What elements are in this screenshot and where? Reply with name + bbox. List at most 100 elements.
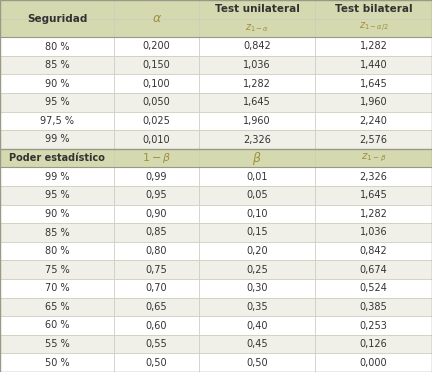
Text: 0,126: 0,126	[360, 339, 388, 349]
Text: 0,99: 0,99	[146, 172, 167, 182]
Text: 1,960: 1,960	[243, 116, 271, 126]
Text: 90 %: 90 %	[45, 209, 70, 219]
Text: 0,010: 0,010	[143, 135, 170, 144]
Text: 85 %: 85 %	[45, 60, 70, 70]
Bar	[199, 112, 315, 130]
Text: 0,050: 0,050	[143, 97, 171, 107]
Text: 2,326: 2,326	[360, 172, 388, 182]
Bar	[114, 260, 199, 279]
Bar	[0, 205, 114, 223]
Bar	[0, 112, 114, 130]
Text: 97,5 %: 97,5 %	[40, 116, 74, 126]
Text: 0,05: 0,05	[246, 190, 268, 200]
Text: 0,90: 0,90	[146, 209, 167, 219]
Bar	[315, 167, 432, 186]
Bar	[0, 93, 114, 112]
Bar	[0, 74, 114, 93]
Bar	[199, 56, 315, 74]
Text: 60 %: 60 %	[45, 321, 70, 330]
Bar	[114, 130, 199, 149]
Bar	[315, 74, 432, 93]
Text: 1,036: 1,036	[243, 60, 271, 70]
Text: 0,80: 0,80	[146, 246, 167, 256]
Bar	[315, 205, 432, 223]
Bar	[199, 74, 315, 93]
Text: α: α	[152, 12, 161, 25]
Text: 0,842: 0,842	[360, 246, 388, 256]
Text: $z_{1-\alpha/2}$: $z_{1-\alpha/2}$	[359, 21, 389, 35]
Bar	[114, 186, 199, 205]
Bar	[199, 186, 315, 205]
Bar	[199, 37, 315, 56]
Bar	[114, 19, 199, 37]
Text: 0,35: 0,35	[246, 302, 268, 312]
Bar	[114, 205, 199, 223]
Bar	[199, 316, 315, 335]
Bar	[114, 279, 199, 298]
Text: $\beta$: $\beta$	[252, 150, 262, 167]
Bar	[0, 186, 114, 205]
Text: 0,524: 0,524	[360, 283, 388, 293]
Text: 80 %: 80 %	[45, 42, 70, 51]
Bar	[0, 149, 114, 167]
Bar	[199, 353, 315, 372]
Bar	[114, 112, 199, 130]
Text: 0,25: 0,25	[246, 265, 268, 275]
Bar	[315, 335, 432, 353]
Bar	[114, 93, 199, 112]
Text: 99 %: 99 %	[45, 135, 70, 144]
Text: Test bilateral: Test bilateral	[335, 4, 413, 14]
Bar	[114, 149, 199, 167]
Text: 0,01: 0,01	[246, 172, 268, 182]
Bar	[199, 242, 315, 260]
Text: 1,036: 1,036	[360, 228, 388, 237]
Bar	[0, 335, 114, 353]
Bar	[199, 223, 315, 242]
Text: 2,240: 2,240	[360, 116, 388, 126]
Text: 0,000: 0,000	[360, 358, 388, 368]
Text: 1,282: 1,282	[243, 79, 271, 89]
Text: 0,65: 0,65	[146, 302, 168, 312]
Bar	[0, 19, 114, 37]
Text: 0,200: 0,200	[143, 42, 171, 51]
Text: 0,50: 0,50	[246, 358, 268, 368]
Bar	[114, 242, 199, 260]
Text: 0,150: 0,150	[143, 60, 171, 70]
Bar	[0, 0, 114, 19]
Text: 0,55: 0,55	[146, 339, 168, 349]
Text: 0,30: 0,30	[246, 283, 268, 293]
Bar	[315, 186, 432, 205]
Text: 0,60: 0,60	[146, 321, 167, 330]
Text: 0,85: 0,85	[146, 228, 168, 237]
Bar	[114, 298, 199, 316]
Bar	[199, 205, 315, 223]
Text: 2,326: 2,326	[243, 135, 271, 144]
Text: 1,282: 1,282	[360, 42, 388, 51]
Bar	[315, 19, 432, 37]
Text: 80 %: 80 %	[45, 246, 70, 256]
Text: 1,960: 1,960	[360, 97, 388, 107]
Bar	[315, 260, 432, 279]
Text: 0,385: 0,385	[360, 302, 388, 312]
Bar	[0, 167, 114, 186]
Bar	[0, 37, 114, 56]
Text: 0,95: 0,95	[146, 190, 168, 200]
Text: 0,70: 0,70	[146, 283, 168, 293]
Bar	[0, 242, 114, 260]
Text: Test unilateral: Test unilateral	[215, 4, 299, 14]
Text: $z_{1-\beta}$: $z_{1-\beta}$	[361, 152, 386, 164]
Bar	[315, 316, 432, 335]
Bar	[315, 130, 432, 149]
Bar	[199, 298, 315, 316]
Bar	[0, 130, 114, 149]
Text: 90 %: 90 %	[45, 79, 70, 89]
Bar	[114, 353, 199, 372]
Bar	[0, 223, 114, 242]
Text: 1,282: 1,282	[360, 209, 388, 219]
Bar	[199, 260, 315, 279]
Bar	[199, 93, 315, 112]
Text: 99 %: 99 %	[45, 172, 70, 182]
Text: 0,20: 0,20	[246, 246, 268, 256]
Text: 0,674: 0,674	[360, 265, 388, 275]
Bar	[0, 316, 114, 335]
